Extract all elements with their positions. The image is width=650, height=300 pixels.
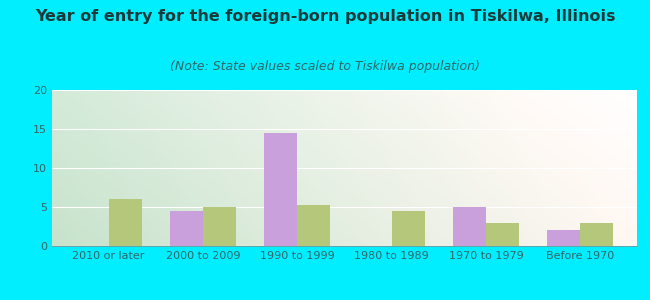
Bar (109, 199, 142, 246)
Text: (Note: State values scaled to Tiskilwa population): (Note: State values scaled to Tiskilwa p… (170, 60, 480, 73)
Bar (392, 211, 424, 246)
Bar (203, 207, 236, 246)
Bar (580, 223, 614, 246)
Bar (453, 207, 486, 246)
Bar (486, 223, 519, 246)
Bar (170, 211, 203, 246)
Text: Year of entry for the foreign-born population in Tiskilwa, Illinois: Year of entry for the foreign-born popul… (34, 9, 616, 24)
Bar (265, 133, 297, 246)
Bar (297, 205, 330, 246)
Bar (547, 230, 580, 246)
